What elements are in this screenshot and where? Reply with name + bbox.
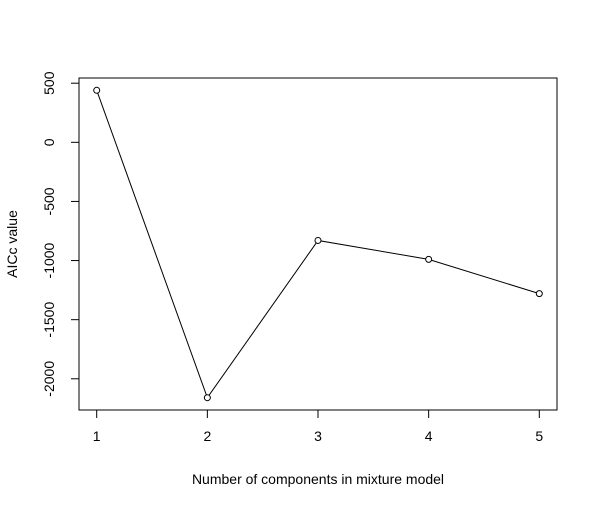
x-axis: 1 2 3 4 5: [93, 409, 543, 444]
x-tick-label: 5: [535, 428, 543, 444]
y-tick-label: 500: [41, 71, 57, 95]
data-point: [203, 394, 211, 402]
y-tick-label: -2000: [41, 361, 57, 397]
y-axis: -2000 -1500 -1000 -500 0 500: [41, 71, 80, 397]
x-axis-label: Number of components in mixture model: [192, 471, 444, 487]
data-point: [535, 290, 543, 298]
x-tick-label: 2: [203, 428, 211, 444]
data-point: [93, 86, 101, 94]
x-tick-label: 4: [425, 428, 433, 444]
data-points: [93, 86, 543, 402]
x-tick-label: 3: [314, 428, 322, 444]
y-axis-label: AICc value: [4, 210, 20, 278]
series-line: [96, 90, 540, 399]
data-point: [314, 236, 322, 244]
x-tick-label: 1: [93, 428, 101, 444]
y-tick-label: -1000: [41, 242, 57, 278]
y-tick-label: -1500: [41, 302, 57, 338]
y-tick-label: 0: [41, 138, 57, 146]
data-point: [425, 255, 433, 263]
plot-box: [78, 77, 558, 411]
y-tick-label: -500: [41, 187, 57, 215]
